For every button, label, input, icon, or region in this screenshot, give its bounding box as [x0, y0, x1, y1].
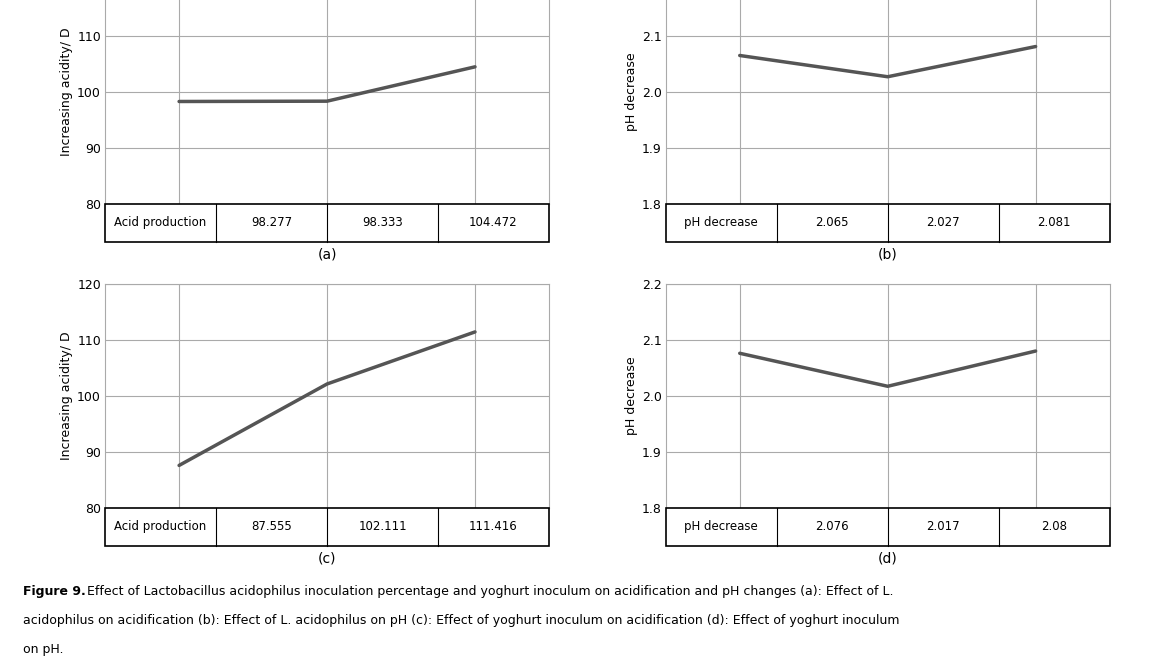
Y-axis label: Increasing acidity/ D: Increasing acidity/ D [60, 331, 72, 460]
Text: on pH.: on pH. [23, 643, 64, 656]
Text: 98.333: 98.333 [362, 216, 403, 229]
Text: Acid production: Acid production [114, 216, 207, 229]
Y-axis label: pH decrease: pH decrease [625, 53, 638, 131]
Y-axis label: Increasing acidity/ D: Increasing acidity/ D [60, 27, 72, 156]
FancyBboxPatch shape [105, 508, 549, 546]
FancyBboxPatch shape [666, 204, 1110, 242]
Text: 98.277: 98.277 [251, 216, 292, 229]
Text: Effect of Lactobacillus acidophilus inoculation percentage and yoghurt inoculum : Effect of Lactobacillus acidophilus inoc… [83, 585, 894, 598]
Text: acidophilus on acidification (b): Effect of L. acidophilus on pH (c): Effect of : acidophilus on acidification (b): Effect… [23, 614, 899, 627]
Text: 2.08: 2.08 [1041, 520, 1068, 533]
Text: Acid production: Acid production [114, 520, 207, 533]
Text: (c): (c) [318, 552, 336, 565]
Text: (a): (a) [318, 248, 336, 261]
FancyBboxPatch shape [666, 508, 1110, 546]
Text: 2.076: 2.076 [815, 520, 849, 533]
Text: 111.416: 111.416 [470, 520, 517, 533]
Text: 2.017: 2.017 [926, 520, 960, 533]
Text: 87.555: 87.555 [251, 520, 292, 533]
Text: (b): (b) [878, 248, 897, 261]
Text: 2.027: 2.027 [926, 216, 960, 229]
Text: 102.111: 102.111 [359, 520, 406, 533]
Text: pH decrease: pH decrease [684, 520, 758, 533]
Text: 2.081: 2.081 [1037, 216, 1071, 229]
Text: pH decrease: pH decrease [684, 216, 758, 229]
Text: 104.472: 104.472 [470, 216, 517, 229]
Text: Figure 9.: Figure 9. [23, 585, 86, 598]
Y-axis label: pH decrease: pH decrease [625, 357, 638, 435]
Text: 2.065: 2.065 [815, 216, 849, 229]
FancyBboxPatch shape [105, 204, 549, 242]
Text: (d): (d) [878, 552, 897, 565]
